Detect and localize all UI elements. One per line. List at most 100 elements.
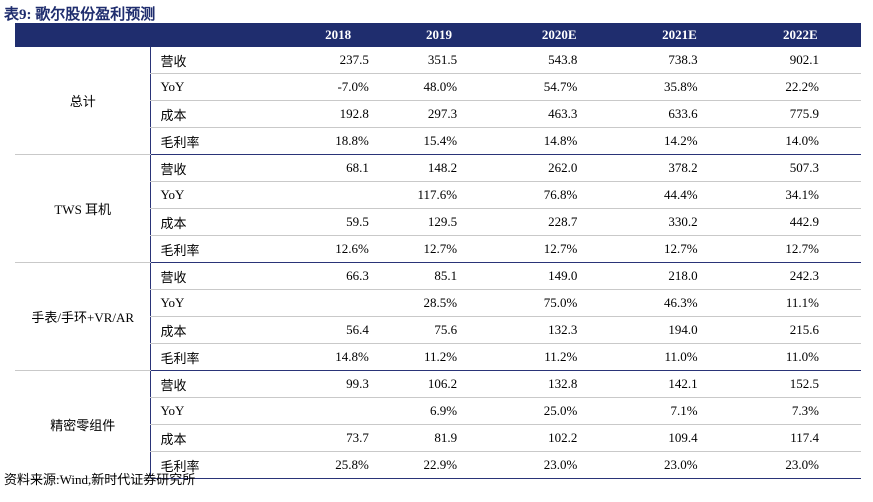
value-cell: 228.7 xyxy=(499,208,620,236)
value-cell: 117.4 xyxy=(739,424,861,452)
table-row: 毛利率 18.8% 15.4% 14.8% 14.2% 14.0% xyxy=(15,127,861,155)
group-label: 手表/手环+VR/AR xyxy=(15,262,151,371)
value-cell: 129.5 xyxy=(378,208,500,236)
metric-label: 毛利率 xyxy=(150,451,298,479)
value-cell xyxy=(297,397,379,425)
table-row: 成本 59.5 129.5 228.7 330.2 442.9 xyxy=(15,208,861,236)
value-cell: 132.3 xyxy=(499,316,620,344)
value-cell: 463.3 xyxy=(499,100,620,128)
value-cell: 152.5 xyxy=(739,370,861,398)
value-cell: 23.0% xyxy=(739,451,861,479)
group-label: 总计 xyxy=(15,47,151,155)
value-cell: 12.7% xyxy=(499,235,620,263)
table-row: 手表/手环+VR/AR 营收 66.3 85.1 149.0 218.0 242.3 xyxy=(15,262,861,371)
metric-label: 营收 xyxy=(150,47,298,74)
value-cell: 68.1 xyxy=(297,154,379,182)
value-cell: 543.8 xyxy=(499,47,620,74)
table-row: 毛利率 12.6% 12.7% 12.7% 12.7% 12.7% xyxy=(15,235,861,263)
value-cell: 23.0% xyxy=(619,451,740,479)
value-cell: 14.8% xyxy=(297,343,379,371)
table-row: YoY -7.0% 48.0% 54.7% 35.8% 22.2% xyxy=(15,73,861,101)
value-cell: 117.6% xyxy=(378,181,500,209)
value-cell: 7.1% xyxy=(619,397,740,425)
header-2021e: 2021E xyxy=(619,23,740,47)
table-row: 毛利率 25.8% 22.9% 23.0% 23.0% 23.0% xyxy=(15,451,861,479)
value-cell xyxy=(297,289,379,317)
value-cell: 194.0 xyxy=(619,316,740,344)
metric-label: 成本 xyxy=(150,424,298,452)
value-cell: 330.2 xyxy=(619,208,740,236)
metric-label: 毛利率 xyxy=(150,127,298,155)
metric-label: 营收 xyxy=(150,154,298,182)
group-label: TWS 耳机 xyxy=(15,154,151,263)
value-cell: 75.0% xyxy=(499,289,620,317)
metric-label: 成本 xyxy=(150,100,298,128)
value-cell xyxy=(297,181,379,209)
value-cell: 378.2 xyxy=(619,154,740,182)
header-2018: 2018 xyxy=(297,23,379,47)
table-row: 精密零组件 营收 99.3 106.2 132.8 142.1 152.5 xyxy=(15,370,861,479)
header-blank-metric xyxy=(150,23,298,47)
source-note: 资料来源:Wind,新时代证券研究所 xyxy=(4,472,196,487)
value-cell: 23.0% xyxy=(499,451,620,479)
value-cell: 297.3 xyxy=(378,100,500,128)
value-cell: 11.2% xyxy=(378,343,500,371)
metric-label: YoY xyxy=(150,289,298,317)
value-cell: 218.0 xyxy=(619,262,740,290)
value-cell: 12.7% xyxy=(619,235,740,263)
value-cell: 15.4% xyxy=(378,127,500,155)
value-cell: 106.2 xyxy=(378,370,500,398)
group-label: 精密零组件 xyxy=(15,370,151,479)
value-cell: 81.9 xyxy=(378,424,500,452)
metric-label: 成本 xyxy=(150,316,298,344)
header-2022e: 2022E xyxy=(739,23,861,47)
value-cell: 149.0 xyxy=(499,262,620,290)
metric-label: YoY xyxy=(150,397,298,425)
value-cell: 73.7 xyxy=(297,424,379,452)
value-cell: 76.8% xyxy=(499,181,620,209)
value-cell: 262.0 xyxy=(499,154,620,182)
table-body: 总计 营收 237.5 351.5 543.8 738.3 902.1 YoY -7.0% 48.… xyxy=(15,47,861,479)
value-cell: 12.6% xyxy=(297,235,379,263)
value-cell: 102.2 xyxy=(499,424,620,452)
value-cell: 25.0% xyxy=(499,397,620,425)
value-cell: 12.7% xyxy=(378,235,500,263)
value-cell: 6.9% xyxy=(378,397,500,425)
value-cell: 56.4 xyxy=(297,316,379,344)
value-cell: 148.2 xyxy=(378,154,500,182)
value-cell: 11.2% xyxy=(499,343,620,371)
value-cell: 11.0% xyxy=(619,343,740,371)
value-cell: 18.8% xyxy=(297,127,379,155)
value-cell: 242.3 xyxy=(739,262,861,290)
value-cell: 14.0% xyxy=(739,127,861,155)
value-cell: 507.3 xyxy=(739,154,861,182)
table-row: TWS 耳机 营收 68.1 148.2 262.0 378.2 507.3 xyxy=(15,154,861,263)
value-cell: 7.3% xyxy=(739,397,861,425)
value-cell: 237.5 xyxy=(297,47,379,74)
value-cell: 34.1% xyxy=(739,181,861,209)
table-title: 表9: 歌尔股份盈利预测 xyxy=(4,7,156,23)
value-cell: 85.1 xyxy=(378,262,500,290)
value-cell: 22.2% xyxy=(739,73,861,101)
table-row: YoY 117.6% 76.8% 44.4% 34.1% xyxy=(15,181,861,209)
header-2019: 2019 xyxy=(378,23,500,47)
value-cell: 59.5 xyxy=(297,208,379,236)
metric-label: 营收 xyxy=(150,262,298,290)
value-cell: 11.1% xyxy=(739,289,861,317)
value-cell: 633.6 xyxy=(619,100,740,128)
value-cell: -7.0% xyxy=(297,73,379,101)
header-2020e: 2020E xyxy=(499,23,620,47)
metric-label: 毛利率 xyxy=(150,343,298,371)
earnings-forecast-table: 2018 2019 2020E 2021E 2022E 总计 营收 237.5 351… xyxy=(15,23,861,479)
value-cell: 35.8% xyxy=(619,73,740,101)
value-cell: 902.1 xyxy=(739,47,861,74)
value-cell: 11.0% xyxy=(739,343,861,371)
value-cell: 142.1 xyxy=(619,370,740,398)
table-row: 成本 192.8 297.3 463.3 633.6 775.9 xyxy=(15,100,861,128)
value-cell: 738.3 xyxy=(619,47,740,74)
table-row: 成本 73.7 81.9 102.2 109.4 117.4 xyxy=(15,424,861,452)
metric-label: 毛利率 xyxy=(150,235,298,263)
metric-label: 营收 xyxy=(150,370,298,398)
value-cell: 192.8 xyxy=(297,100,379,128)
metric-label: YoY xyxy=(150,181,298,209)
